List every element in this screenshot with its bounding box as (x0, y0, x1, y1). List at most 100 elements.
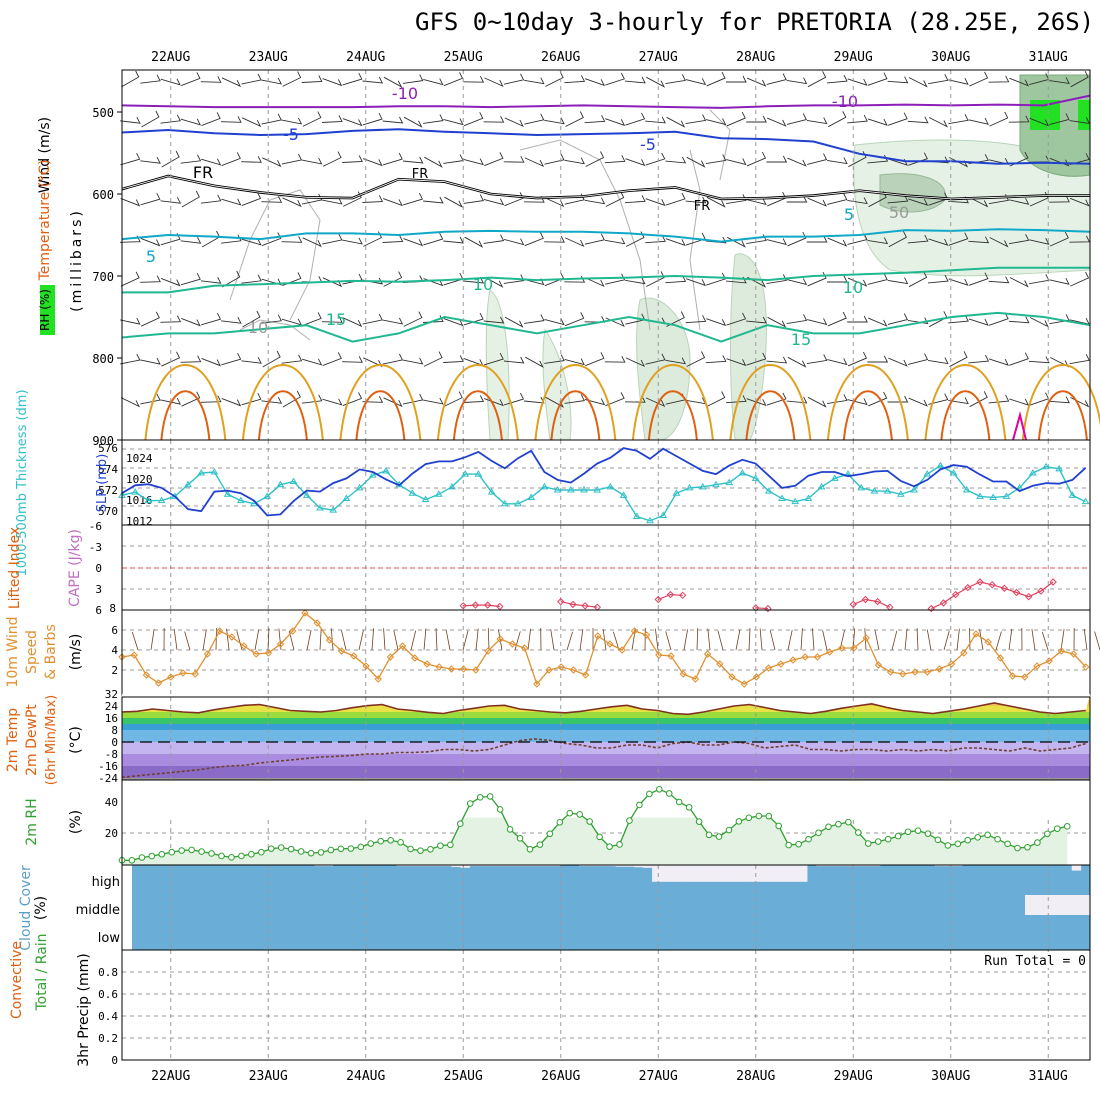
rh-point (506, 826, 514, 833)
y-tick-label: 0 (95, 562, 102, 575)
wind-speed-point (825, 648, 834, 656)
cloud-gap (642, 865, 653, 868)
thickness-point (646, 516, 654, 524)
wind-speed-point (618, 646, 626, 654)
thickness-point (540, 482, 549, 490)
rh-point (327, 846, 335, 854)
thickness-point (302, 491, 311, 498)
thickness-point (619, 491, 628, 498)
rh-point (437, 842, 444, 850)
thickness-point (355, 483, 364, 491)
cloud-gap (825, 865, 835, 867)
temp-2m-line (121, 702, 1086, 716)
thickness-point (514, 499, 522, 507)
isotherm-20 (436, 364, 519, 441)
rh-point (994, 835, 1001, 843)
rh-point (874, 838, 882, 845)
isotherm-20 (826, 364, 909, 441)
thickness-point (487, 488, 496, 495)
rh-point (835, 820, 842, 828)
wind-speed-point (1082, 663, 1090, 671)
cloud-gap (633, 865, 644, 868)
lifted-index-point (459, 602, 467, 610)
wind-speed-point (947, 660, 956, 668)
wind-speed-point (1033, 662, 1041, 670)
thickness-point (791, 497, 800, 505)
wind-speed-point (130, 651, 138, 659)
rh-point (1004, 840, 1011, 848)
wind-speed-point (838, 644, 846, 652)
y-tick-label: 570 (98, 505, 118, 518)
y-tick-label: -3 (89, 541, 102, 554)
thickness-point (976, 492, 984, 499)
y-tick-label: 1024 (126, 452, 153, 465)
thickness-point (659, 511, 668, 518)
thickness-point (553, 486, 562, 493)
cloud-gap (661, 865, 671, 882)
cloud-gap (533, 865, 543, 867)
y-tick-label: 1016 (126, 494, 153, 507)
thickness-point (989, 493, 998, 500)
cloud-gap (579, 865, 589, 867)
thickness-line (121, 464, 1086, 522)
cloud-gap (396, 865, 407, 867)
rh-point (656, 785, 663, 793)
wind-speed-point (423, 660, 431, 668)
lifted-index-point (764, 604, 772, 613)
date-label-top: 25AUG (444, 50, 483, 65)
contour-label: 50 (889, 203, 909, 222)
wind-speed-point (789, 656, 797, 664)
lifted-index-point (1025, 592, 1033, 601)
lifted-index-point (988, 581, 996, 589)
cloud-gap (834, 865, 844, 867)
rh-point (984, 831, 991, 839)
wind-speed-point (691, 675, 700, 683)
wind-speed-point (386, 653, 395, 661)
wind-speed-point (642, 631, 651, 639)
wind-speed-point (215, 627, 224, 635)
rh-point (934, 836, 942, 844)
rh-point (148, 852, 156, 860)
axis-label-2m-temp: 2m Temp (5, 708, 21, 772)
isotherm-10 (122, 266, 1090, 294)
cloud-gap (688, 865, 698, 882)
rh-point (1063, 823, 1071, 830)
cloud-gap (788, 865, 799, 882)
wind-speed-point (594, 632, 602, 640)
rh-point (188, 846, 195, 854)
wind-speed-point (228, 633, 236, 641)
cloud-gap (606, 865, 616, 867)
cloud-gap (779, 865, 790, 882)
axis-label-rh-unit: (%) (68, 810, 84, 834)
cloud-gap (697, 865, 708, 882)
rh-point (705, 831, 713, 839)
isotherm-20 (631, 364, 714, 441)
lifted-index-point (976, 578, 984, 586)
y-tick-label: low (98, 931, 121, 946)
isotherm-30 (1012, 411, 1027, 441)
rh-point (864, 840, 872, 847)
isotherm-20 (339, 364, 422, 441)
cloud-gap (487, 865, 498, 867)
rh-point (258, 848, 265, 856)
lifted-index-point (1012, 588, 1021, 597)
y-tick-label: 32 (105, 688, 118, 701)
wind-speed-point (935, 665, 944, 673)
rh-point (785, 841, 792, 849)
y-tick-label: 2 (111, 664, 118, 677)
wind-speed-point (813, 653, 822, 661)
cloud-gap (496, 865, 507, 867)
thickness-point (883, 487, 892, 494)
wind-speed-point (850, 644, 858, 652)
rh-point (476, 794, 484, 801)
cloud-gap (1071, 865, 1082, 871)
thickness-point (210, 468, 219, 475)
lifted-index-point (666, 590, 675, 599)
thickness-point (500, 499, 509, 507)
date-label-top: 23AUG (249, 50, 288, 65)
isotherm--5 (121, 128, 1091, 165)
rh-point (496, 806, 504, 813)
rh-point (954, 840, 962, 848)
lifted-index-line (463, 604, 500, 608)
thickness-point (289, 477, 298, 485)
